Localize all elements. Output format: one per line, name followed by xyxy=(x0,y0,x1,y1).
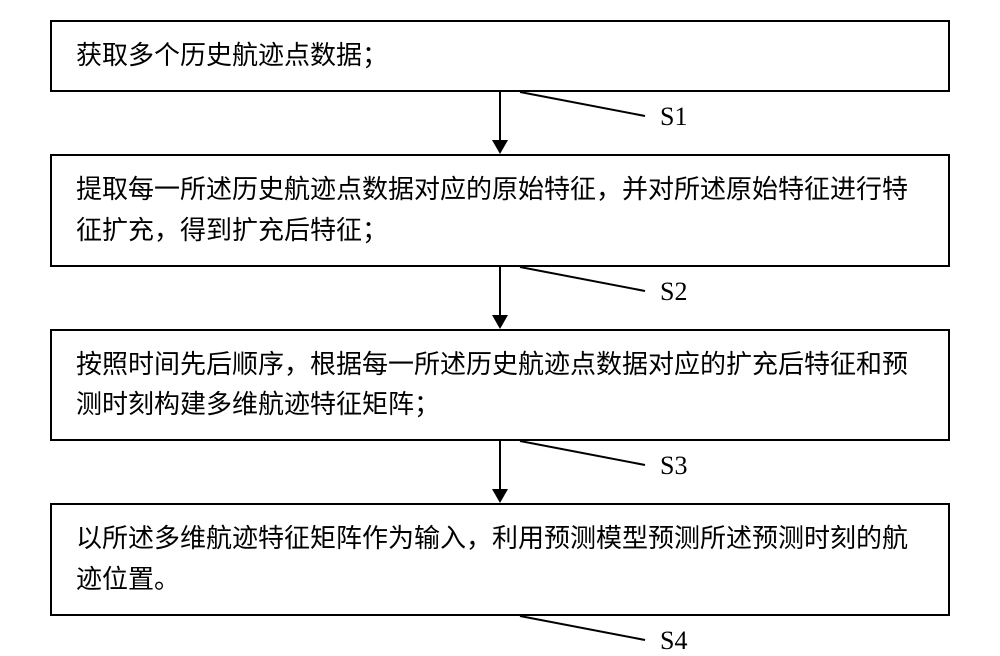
step-label-s4: S4 xyxy=(660,626,687,656)
step-box-s1: 获取多个历史航迹点数据； xyxy=(50,20,950,92)
step-box-s2: 提取每一所述历史航迹点数据对应的原始特征，并对所述原始特征进行特征扩充，得到扩充… xyxy=(50,154,950,267)
step-label-s3: S3 xyxy=(660,451,687,481)
connector-s2-s3: S2 xyxy=(50,267,950,329)
step-text: 获取多个历史航迹点数据； xyxy=(76,41,388,70)
step-label-s2: S2 xyxy=(660,277,687,307)
step-text: 按照时间先后顺序，根据每一所述历史航迹点数据对应的扩充后特征和预测时刻构建多维航… xyxy=(76,350,908,419)
step-label-s1: S1 xyxy=(660,102,687,132)
connector-s3-s4: S3 xyxy=(50,441,950,503)
step-box-s3: 按照时间先后顺序，根据每一所述历史航迹点数据对应的扩充后特征和预测时刻构建多维航… xyxy=(50,329,950,442)
connector-s1-s2: S1 xyxy=(50,92,950,154)
flowchart: 获取多个历史航迹点数据； S1 提取每一所述历史航迹点数据对应的原始特征，并对所… xyxy=(50,20,950,656)
step-text: 提取每一所述历史航迹点数据对应的原始特征，并对所述原始特征进行特征扩充，得到扩充… xyxy=(76,175,908,244)
connector-s4-end: S4 xyxy=(50,616,950,656)
step-box-s4: 以所述多维航迹特征矩阵作为输入，利用预测模型预测所述预测时刻的航迹位置。 xyxy=(50,503,950,616)
step-text: 以所述多维航迹特征矩阵作为输入，利用预测模型预测所述预测时刻的航迹位置。 xyxy=(76,524,908,593)
